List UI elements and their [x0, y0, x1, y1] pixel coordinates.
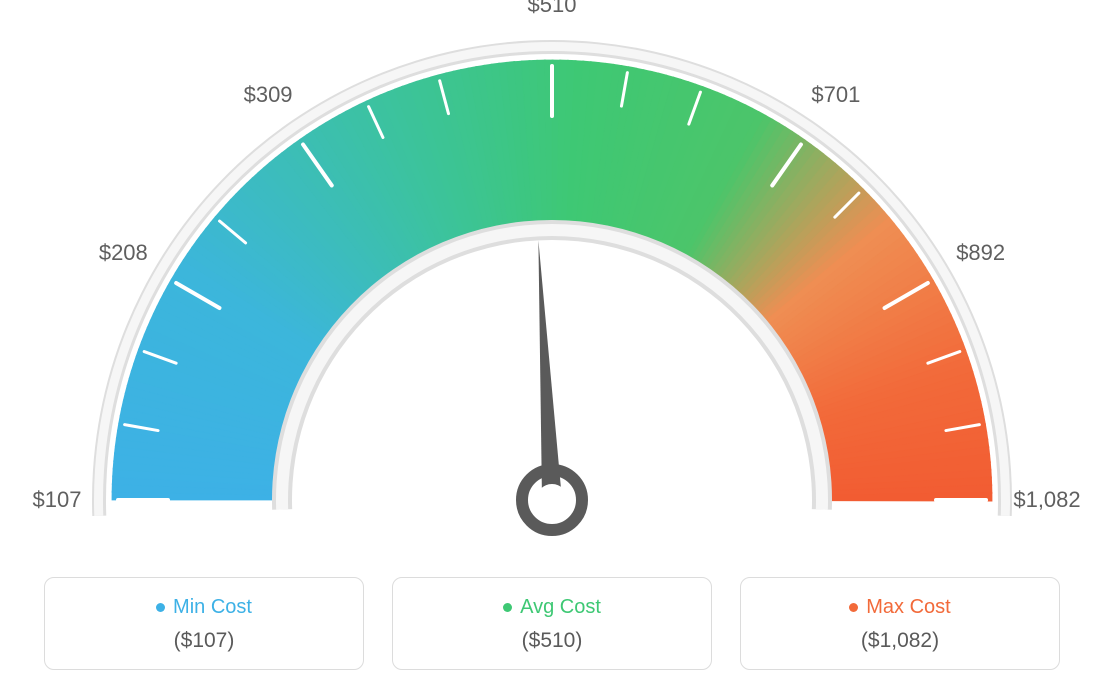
legend-dot-min — [156, 603, 165, 612]
gauge-tick-label: $309 — [244, 82, 293, 108]
gauge-tick-label: $510 — [528, 0, 577, 18]
legend-label: Min Cost — [173, 596, 252, 619]
legend-label: Avg Cost — [520, 596, 601, 619]
legend-dot-avg — [503, 603, 512, 612]
gauge-tick-label: $208 — [99, 240, 148, 266]
gauge-tick-label: $701 — [811, 82, 860, 108]
legend-row: Min Cost ($107) Avg Cost ($510) Max Cost… — [0, 577, 1104, 670]
gauge-tick-label: $892 — [956, 240, 1005, 266]
gauge-tick-label: $107 — [33, 487, 82, 513]
gauge-svg — [0, 0, 1104, 540]
legend-dot-max — [849, 603, 858, 612]
legend-card-avg: Avg Cost ($510) — [392, 577, 712, 670]
legend-label: Max Cost — [866, 596, 950, 619]
gauge-tick-label: $1,082 — [1013, 487, 1080, 513]
legend-card-max: Max Cost ($1,082) — [740, 577, 1060, 670]
legend-value-max: ($1,082) — [751, 629, 1049, 653]
gauge-chart: $107 $208 $309 $510 $701 $892 $1,082 — [0, 0, 1104, 540]
legend-value-min: ($107) — [55, 629, 353, 653]
legend-value-avg: ($510) — [403, 629, 701, 653]
legend-title-max: Max Cost — [849, 596, 950, 619]
legend-title-min: Min Cost — [156, 596, 252, 619]
legend-title-avg: Avg Cost — [503, 596, 601, 619]
legend-card-min: Min Cost ($107) — [44, 577, 364, 670]
